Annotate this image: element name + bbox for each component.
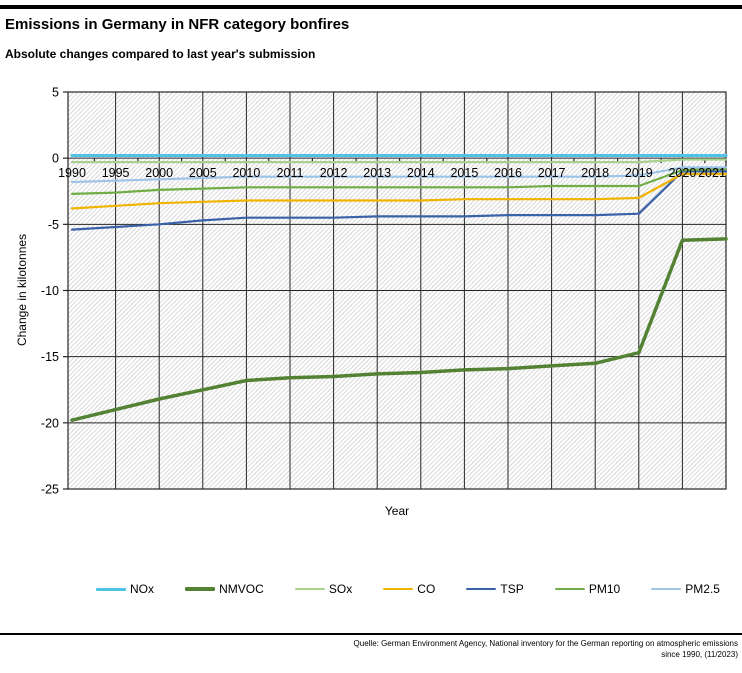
svg-text:2010: 2010 bbox=[232, 166, 260, 180]
x-axis-title: Year bbox=[384, 504, 410, 518]
legend-item-sox: SOx bbox=[294, 582, 353, 596]
series-line-pm10 bbox=[70, 167, 728, 196]
series-line-co bbox=[70, 172, 728, 210]
source-line-2: since 1990, (11/2023) bbox=[661, 649, 738, 659]
legend-swatch-nmvoc bbox=[185, 587, 216, 591]
legend-item-nox: NOx bbox=[96, 582, 154, 596]
svg-text:2013: 2013 bbox=[363, 166, 391, 180]
chart-legend: NOx NMVOC SOx CO TSP PM10 PM2.5 bbox=[96, 580, 720, 598]
svg-text:-10: -10 bbox=[41, 284, 59, 298]
legend-item-nmvoc: NMVOC bbox=[185, 582, 264, 596]
legend-swatch-pm2-5 bbox=[651, 587, 682, 591]
x-tick-labels: 1990 1995 2000 2005 2010 2011 2012 2013 2014 2015… bbox=[58, 166, 726, 180]
top-divider bbox=[0, 5, 742, 9]
series-lines bbox=[70, 154, 728, 422]
svg-text:-5: -5 bbox=[48, 218, 59, 232]
svg-text:1995: 1995 bbox=[102, 166, 130, 180]
svg-text:-20: -20 bbox=[41, 416, 59, 430]
legend-label: NOx bbox=[130, 582, 154, 596]
legend-item-pm10: PM10 bbox=[554, 582, 621, 596]
legend-item-pm2-5: PM2.5 bbox=[651, 582, 720, 596]
svg-text:1990: 1990 bbox=[58, 166, 86, 180]
svg-text:2012: 2012 bbox=[320, 166, 348, 180]
legend-label: TSP bbox=[500, 582, 524, 596]
legend-label: PM10 bbox=[588, 582, 621, 596]
series-line-tsp bbox=[70, 170, 728, 231]
svg-text:2017: 2017 bbox=[538, 166, 566, 180]
emissions-line-chart: 5 0 -5 -10 -15 -20 -25 1990 1995 2000 2005 2010 2011… bbox=[41, 86, 728, 497]
svg-text:2005: 2005 bbox=[189, 166, 217, 180]
svg-text:-15: -15 bbox=[41, 350, 59, 364]
svg-text:2000: 2000 bbox=[145, 166, 173, 180]
page-subtitle: Absolute changes compared to last year's… bbox=[5, 47, 316, 61]
svg-text:2011: 2011 bbox=[277, 166, 304, 180]
source-text: Quelle: German Environment Agency, Natio… bbox=[268, 639, 738, 661]
svg-text:2015: 2015 bbox=[450, 166, 478, 180]
legend-swatch-co bbox=[383, 587, 414, 591]
gridlines bbox=[67, 91, 727, 490]
svg-text:2021: 2021 bbox=[698, 166, 726, 180]
y-tick-labels: 5 0 -5 -10 -15 -20 -25 bbox=[41, 86, 59, 497]
svg-text:2014: 2014 bbox=[407, 166, 435, 180]
legend-swatch-tsp bbox=[466, 587, 497, 591]
series-line-pm2-5 bbox=[70, 166, 728, 184]
source-divider bbox=[0, 633, 742, 635]
legend-label: SOx bbox=[328, 582, 353, 596]
source-line-1: Quelle: German Environment Agency, Natio… bbox=[353, 639, 738, 648]
svg-text:0: 0 bbox=[52, 152, 59, 166]
svg-text:5: 5 bbox=[52, 86, 59, 100]
series-line-nmvoc bbox=[70, 237, 728, 422]
svg-text:-25: -25 bbox=[41, 483, 59, 497]
svg-text:2019: 2019 bbox=[625, 166, 653, 180]
svg-text:2020: 2020 bbox=[668, 166, 696, 180]
series-line-sox bbox=[70, 158, 728, 164]
svg-text:2016: 2016 bbox=[494, 166, 522, 180]
legend-item-co: CO bbox=[383, 582, 435, 596]
legend-label: PM2.5 bbox=[685, 582, 720, 596]
legend-swatch-nox bbox=[96, 587, 126, 591]
legend-label: CO bbox=[417, 582, 436, 596]
legend-item-tsp: TSP bbox=[466, 582, 524, 596]
legend-swatch-pm10 bbox=[554, 587, 585, 591]
svg-text:2018: 2018 bbox=[581, 166, 609, 180]
legend-label: NMVOC bbox=[219, 582, 264, 596]
page-title: Emissions in Germany in NFR category bon… bbox=[5, 16, 350, 33]
legend-swatch-sox bbox=[294, 587, 325, 591]
